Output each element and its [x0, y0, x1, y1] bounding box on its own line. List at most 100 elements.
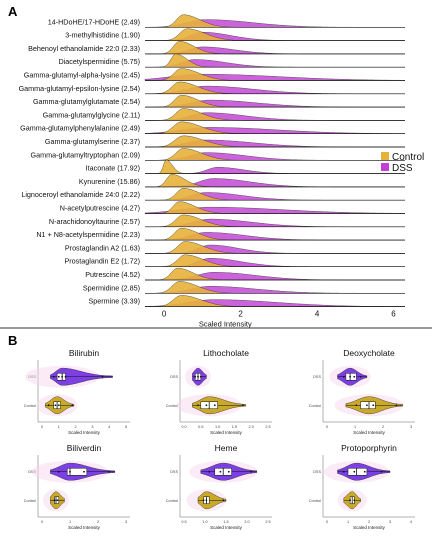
- ridge-label: Gamma-glutamylserine (2.37): [45, 137, 140, 146]
- violin-x-tick: 2.5: [265, 425, 270, 429]
- violin-point: [353, 470, 356, 473]
- violin-point: [205, 404, 208, 407]
- violin-x-label: Scaled Intensity: [210, 430, 243, 435]
- violin-x-tick: 0: [41, 520, 43, 524]
- violin-point: [355, 404, 358, 407]
- violin-x-tick: 1: [347, 520, 349, 524]
- x-tick-label: 6: [391, 310, 396, 319]
- ridge-label: Gamma-glutamylglycine (2.11): [43, 110, 140, 119]
- ridge-label: Itaconate (17.92): [86, 164, 140, 173]
- violin-point: [197, 375, 199, 378]
- violin-point: [372, 404, 375, 407]
- violin-point: [222, 499, 225, 502]
- violin-point: [241, 404, 244, 407]
- violin-point: [61, 375, 64, 378]
- violin-point: [54, 404, 57, 407]
- violin-x-tick: 2: [97, 520, 99, 524]
- violin-title: Deoxycholate: [343, 348, 395, 358]
- ridge-control: [145, 254, 405, 267]
- violin-group-label: DSS: [313, 470, 321, 474]
- violin-point: [53, 499, 56, 502]
- ridge-label: Gamma-glutamyl-epsilon-lysine (2.54): [19, 84, 140, 93]
- violin-box: [66, 467, 88, 476]
- ridge-label: Prostaglandin A2 (1.63): [65, 243, 140, 252]
- violin-x-tick: 2.0: [249, 425, 254, 429]
- panel-label-b: B: [8, 333, 17, 348]
- x-tick-label: 2: [238, 310, 243, 319]
- violin-point: [219, 470, 222, 473]
- violin-x-tick: 0: [326, 425, 328, 429]
- violin-point: [69, 470, 71, 473]
- violin-point: [57, 470, 60, 473]
- violin-point: [71, 404, 74, 407]
- legend-entry: DSS: [392, 163, 413, 174]
- violin-group-label: Control: [309, 404, 321, 408]
- ridge-control: [145, 41, 405, 55]
- violin-point: [359, 375, 362, 378]
- ridge-label: N-acetylputrescine (4.27): [60, 204, 140, 213]
- ridge-label: Putrescine (4.52): [85, 270, 140, 279]
- ridge-control: [145, 28, 405, 41]
- panel-b-violins: Bilirubin 0 1 2 3 4 5 Scaled Intensity DSS Contro…: [24, 348, 415, 530]
- legend-entry: Control: [392, 152, 424, 163]
- violin-x-tick: 2.0: [244, 520, 249, 524]
- violin-group-label: DSS: [28, 470, 36, 474]
- violin-x-tick: 1.0: [202, 520, 207, 524]
- violin-x-tick: 5: [125, 425, 127, 429]
- violin-title: Bilirubin: [69, 348, 100, 358]
- ridge-control: [145, 159, 405, 174]
- violin-point: [380, 470, 383, 473]
- legend-swatch: [381, 152, 389, 160]
- ridge-label: Spermidine (2.85): [83, 283, 140, 292]
- ridge-dss: [145, 167, 405, 174]
- violin-x-tick: 3: [389, 520, 391, 524]
- violin-title: Protoporphyrin: [341, 443, 397, 453]
- violin-point: [108, 470, 111, 473]
- violin-point: [83, 470, 85, 473]
- violin-point: [395, 404, 398, 407]
- ridge-label: Spermine (3.39): [88, 297, 140, 306]
- violin-group-label: Control: [24, 404, 36, 408]
- violin-point: [250, 470, 253, 473]
- violin-point: [349, 499, 351, 502]
- violin-point: [213, 404, 216, 407]
- violin-box: [347, 467, 368, 476]
- violin-x-tick: 4: [108, 425, 110, 429]
- violin-x-label: Scaled Intensity: [353, 430, 386, 435]
- violin-title: Biliverdin: [67, 443, 102, 453]
- violin-group-label: DSS: [170, 375, 178, 379]
- violin-point: [363, 470, 366, 473]
- violin-x-tick: 1.5: [223, 520, 228, 524]
- violin-x-tick: 1.0: [215, 425, 220, 429]
- violin-x-tick: 2: [75, 425, 77, 429]
- violin-x-tick: 2.5: [265, 520, 270, 524]
- x-tick-label: 4: [315, 310, 320, 319]
- violin-group-label: Control: [166, 404, 178, 408]
- ridge-label: N-arachidonoyltaurine (2.57): [49, 217, 140, 226]
- violin-x-tick: 0.5: [198, 425, 203, 429]
- ridge-label: Behenoyl ethanolamide 22:0 (2.33): [28, 44, 140, 53]
- panel-label-a: A: [8, 4, 18, 19]
- x-tick-label: 0: [162, 310, 167, 319]
- violin-point: [57, 404, 60, 407]
- violin-x-tick: 3: [410, 425, 412, 429]
- violin-x-tick: 3: [125, 520, 127, 524]
- violin-x-label: Scaled Intensity: [68, 525, 101, 530]
- violin-point: [353, 499, 356, 502]
- violin-group-label: Control: [309, 499, 321, 503]
- ridge-label: Prostaglandin E2 (1.72): [64, 257, 140, 266]
- violin-point: [353, 375, 356, 378]
- violin-title: Lithocholate: [203, 348, 249, 358]
- violin-x-tick: 0.5: [181, 520, 186, 524]
- violin-x-tick: 0: [41, 425, 43, 429]
- violin-box: [345, 372, 357, 381]
- panel-a-ridgeline: 14-HDoHE/17-HDoHE (2.49) 3-methylhistidin…: [19, 14, 424, 329]
- violin-x-label: Scaled Intensity: [353, 525, 386, 530]
- ridge-control: [145, 241, 405, 254]
- violin-x-tick: 2: [382, 425, 384, 429]
- violin-point: [197, 404, 199, 407]
- violin-group-label: DSS: [28, 375, 36, 379]
- violin-point: [205, 499, 208, 502]
- ridge-control: [145, 53, 405, 68]
